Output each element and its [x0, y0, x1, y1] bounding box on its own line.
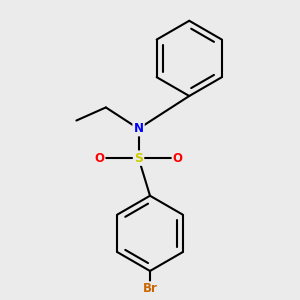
Text: Br: Br [142, 283, 158, 296]
Text: O: O [94, 152, 104, 165]
Text: S: S [134, 152, 143, 165]
Text: O: O [173, 152, 183, 165]
Text: N: N [134, 122, 144, 135]
